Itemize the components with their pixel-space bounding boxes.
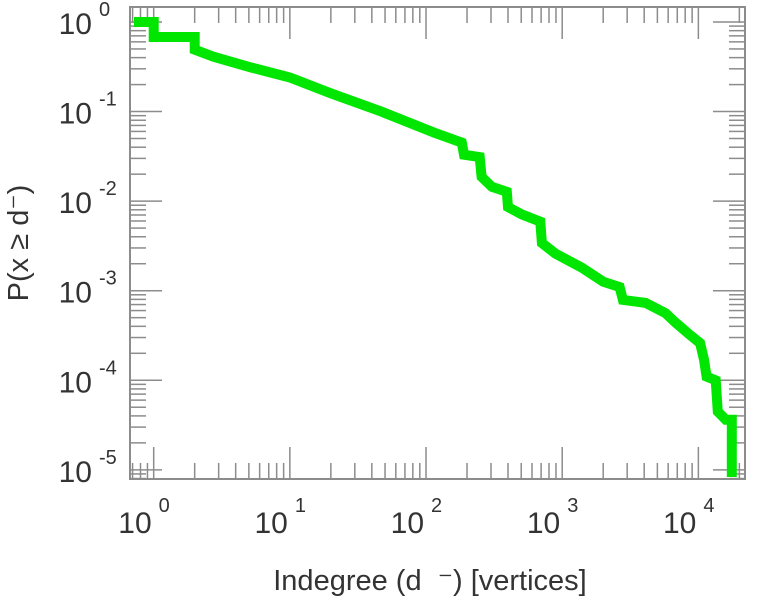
y-axis-label: P(x ≥ d⁻)	[3, 185, 35, 302]
y-tick-label-exponent: -3	[99, 268, 117, 290]
plot-frame	[129, 6, 746, 480]
y-tick-label-exponent: 0	[99, 0, 110, 21]
x-tick-label-exponent: 3	[567, 495, 578, 517]
x-tick-label-base: 10	[118, 507, 151, 540]
y-tick-label-exponent: -4	[99, 357, 117, 379]
y-tick-label-base: 10	[59, 8, 92, 41]
x-axis-label: Indegree (d ⁻) [vertices]	[273, 565, 587, 597]
axis-ticks	[130, 7, 745, 480]
y-tick-label-exponent: -5	[99, 447, 117, 469]
x-tick-label-base: 10	[391, 507, 424, 540]
x-tick-labels: 10 0 10 1 10 2 10 3 10 4	[118, 495, 714, 540]
x-tick-label-exponent: 4	[703, 495, 714, 517]
x-tick-label-base: 10	[663, 507, 696, 540]
y-tick-label-base: 10	[59, 456, 92, 489]
x-tick-label-exponent: 2	[431, 495, 442, 517]
x-tick-label-base: 10	[254, 507, 287, 540]
y-tick-labels: 10 0 10 -1 10 -2 10 -3 10 -4 10 -5	[59, 0, 117, 489]
y-tick-label-base: 10	[59, 98, 92, 131]
x-tick-label-exponent: 0	[159, 495, 170, 517]
y-tick-label-base: 10	[59, 187, 92, 220]
y-tick-label-exponent: -2	[99, 178, 117, 200]
x-tick-label-base: 10	[527, 507, 560, 540]
y-tick-label-base: 10	[59, 277, 92, 310]
y-tick-label-base: 10	[59, 366, 92, 399]
series-line-indegree-ccdf	[134, 17, 737, 477]
x-tick-label-exponent: 1	[295, 495, 306, 517]
y-tick-label-exponent: -1	[99, 89, 117, 111]
